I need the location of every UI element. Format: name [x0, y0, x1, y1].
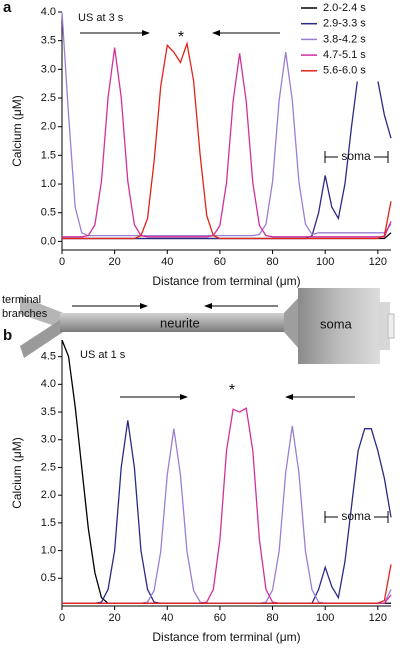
arrow-head — [285, 394, 293, 400]
legend-label: 2.9-3.3 s — [323, 18, 366, 30]
y-tick-label: 4.0 — [41, 6, 56, 18]
y-tick-label: 2.5 — [41, 92, 56, 104]
x-tick-label: 20 — [109, 612, 121, 624]
panel-label: a — [3, 0, 12, 16]
y-tick-label: 2.0 — [41, 489, 56, 501]
y-tick-label: 0.5 — [41, 207, 56, 219]
annotation: US at 3 s — [78, 12, 124, 24]
y-tick-label: 1.0 — [41, 544, 56, 556]
x-tick-label: 120 — [369, 612, 387, 624]
x-tick-label: 40 — [161, 256, 173, 268]
soma-cap — [378, 302, 390, 350]
y-tick-label: 1.0 — [41, 178, 56, 190]
x-tick-label: 80 — [266, 256, 278, 268]
legend-bg — [297, 1, 391, 82]
x-axis-title: Distance from terminal (μm) — [152, 274, 300, 288]
y-tick-label: 1.5 — [41, 149, 56, 161]
data-line — [62, 564, 392, 604]
branch — [20, 296, 66, 330]
axon-hillock — [284, 296, 300, 350]
data-line — [61, 11, 392, 237]
data-line — [62, 40, 392, 240]
x-tick-label: 80 — [266, 612, 278, 624]
x-tick-label: 120 — [369, 256, 387, 268]
arrow-head — [140, 303, 148, 309]
y-tick-label: 1.5 — [41, 517, 56, 529]
arrow-head — [142, 30, 150, 36]
legend-label: 3.8-4.2 s — [323, 33, 366, 45]
y-tick-label: 2.0 — [41, 121, 56, 133]
soma-shape — [298, 288, 380, 364]
annotation: * — [229, 382, 235, 399]
annotation: soma — [341, 509, 371, 523]
diagram-label: branches — [2, 308, 48, 320]
x-tick-label: 0 — [59, 612, 65, 624]
legend-label: 4.7-5.1 s — [323, 49, 366, 61]
legend-label: 2.0-2.4 s — [323, 2, 366, 14]
annotation: US at 1 s — [80, 349, 126, 361]
x-tick-label: 20 — [109, 256, 121, 268]
annotation: * — [178, 29, 184, 46]
x-tick-label: 100 — [316, 612, 334, 624]
y-axis-title: Calcium (μM) — [10, 95, 24, 167]
diagram-label: terminal — [2, 294, 41, 306]
neurite-shape — [60, 313, 290, 332]
data-line — [61, 339, 391, 604]
x-tick-label: 60 — [214, 612, 226, 624]
y-tick-label: 3.0 — [41, 63, 56, 75]
x-tick-label: 100 — [316, 256, 334, 268]
legend-label: 5.6-6.0 s — [323, 65, 366, 77]
y-tick-label: 3.5 — [41, 35, 56, 47]
data-line — [62, 47, 392, 238]
x-tick-label: 40 — [161, 612, 173, 624]
arrow-head — [204, 303, 212, 309]
x-axis-title: Distance from terminal (μm) — [152, 630, 300, 644]
y-tick-label: 3.5 — [41, 406, 56, 418]
neuron-diagram: terminal branches neurite soma — [2, 288, 395, 364]
x-tick-label: 0 — [59, 256, 65, 268]
x-tick-label: 60 — [214, 256, 226, 268]
soma-cap — [387, 313, 395, 339]
y-tick-label: 0.5 — [41, 572, 56, 584]
diagram-label: soma — [320, 316, 353, 331]
y-tick-label: 0.0 — [41, 235, 56, 247]
y-tick-label: 4.5 — [41, 351, 56, 363]
y-axis-title: Calcium (μM) — [10, 437, 24, 509]
annotation: soma — [341, 149, 371, 163]
panel-label: b — [3, 327, 12, 344]
arrow-head — [212, 30, 220, 36]
data-line — [62, 407, 392, 604]
diagram-label: neurite — [160, 315, 200, 330]
y-tick-label: 2.5 — [41, 461, 56, 473]
branch — [20, 316, 66, 358]
arrow-head — [180, 394, 188, 400]
y-tick-label: 3.0 — [41, 434, 56, 446]
y-tick-label: 4.0 — [41, 378, 56, 390]
